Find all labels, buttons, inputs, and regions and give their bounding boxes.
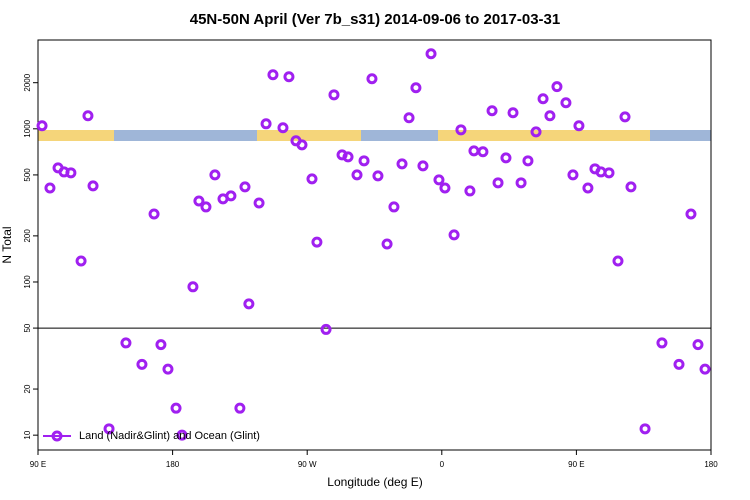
point	[515, 177, 527, 189]
point	[176, 429, 188, 441]
point	[103, 423, 115, 435]
point	[381, 238, 393, 250]
point	[136, 358, 148, 370]
point	[455, 124, 467, 136]
point	[342, 151, 354, 163]
y-tick-label: 2000	[23, 73, 32, 91]
point	[625, 181, 637, 193]
point	[492, 177, 504, 189]
point	[396, 158, 408, 170]
y-axis-label: N Total	[0, 226, 14, 263]
y-tick-label: 100	[23, 275, 32, 289]
point	[311, 236, 323, 248]
point	[200, 201, 212, 213]
point	[267, 69, 279, 81]
point	[148, 208, 160, 220]
land-ocean-strip	[38, 130, 711, 141]
point	[685, 208, 697, 220]
point	[372, 170, 384, 182]
plot-frame	[37, 39, 712, 451]
point	[320, 323, 332, 335]
point	[283, 71, 295, 83]
point	[639, 423, 651, 435]
point	[277, 122, 289, 134]
point	[468, 145, 480, 157]
x-tick-label: 180	[704, 460, 718, 469]
legend-label: Land (Nadir&Glint) and Ocean (Glint)	[79, 430, 260, 442]
point	[656, 337, 668, 349]
point	[417, 160, 429, 172]
point	[187, 281, 199, 293]
point	[582, 182, 594, 194]
point	[573, 120, 585, 132]
y-tick-label: 200	[23, 229, 32, 243]
point	[507, 107, 519, 119]
point	[75, 255, 87, 267]
point	[162, 363, 174, 375]
point	[439, 182, 451, 194]
point	[120, 337, 132, 349]
point	[253, 197, 265, 209]
point	[403, 112, 415, 124]
point	[522, 155, 534, 167]
point	[243, 298, 255, 310]
point	[560, 97, 572, 109]
point	[260, 118, 272, 130]
point	[36, 120, 48, 132]
point	[544, 110, 556, 122]
point	[612, 255, 624, 267]
point	[351, 169, 363, 181]
point	[87, 180, 99, 192]
point	[500, 152, 512, 164]
point	[225, 190, 237, 202]
point	[619, 111, 631, 123]
y-tick-label: 20	[23, 384, 32, 393]
point	[388, 201, 400, 213]
point	[410, 82, 422, 94]
point	[209, 169, 221, 181]
point	[699, 363, 711, 375]
legend-marker	[51, 430, 63, 442]
x-tick-label: 180	[166, 460, 180, 469]
x-axis-label: Longitude (deg E)	[327, 475, 422, 489]
point	[234, 402, 246, 414]
point	[433, 174, 445, 186]
point	[155, 339, 167, 351]
point	[603, 167, 615, 179]
y-tick-label: 1000	[23, 119, 32, 137]
point	[477, 146, 489, 158]
point	[306, 173, 318, 185]
point	[448, 229, 460, 241]
chart-title: 45N-50N April (Ver 7b_s31) 2014-09-06 to…	[190, 11, 560, 28]
point	[567, 169, 579, 181]
point	[193, 195, 205, 207]
point	[296, 139, 308, 151]
point	[486, 105, 498, 117]
x-tick-label: 0	[440, 460, 445, 469]
point	[44, 182, 56, 194]
y-tick-label: 50	[23, 323, 32, 332]
point	[366, 73, 378, 85]
point	[358, 155, 370, 167]
point	[425, 48, 437, 60]
point	[530, 126, 542, 138]
y-tick-label: 500	[23, 168, 32, 182]
point	[170, 402, 182, 414]
x-tick-label: 90 E	[568, 460, 584, 469]
point	[464, 185, 476, 197]
x-tick-label: 90 W	[298, 460, 317, 469]
y-tick-label: 10	[23, 430, 32, 439]
point	[673, 358, 685, 370]
point	[82, 110, 94, 122]
point	[692, 339, 704, 351]
point	[239, 181, 251, 193]
point	[328, 89, 340, 101]
point	[65, 167, 77, 179]
point	[537, 93, 549, 105]
point	[551, 81, 563, 93]
x-tick-label: 90 E	[30, 460, 46, 469]
